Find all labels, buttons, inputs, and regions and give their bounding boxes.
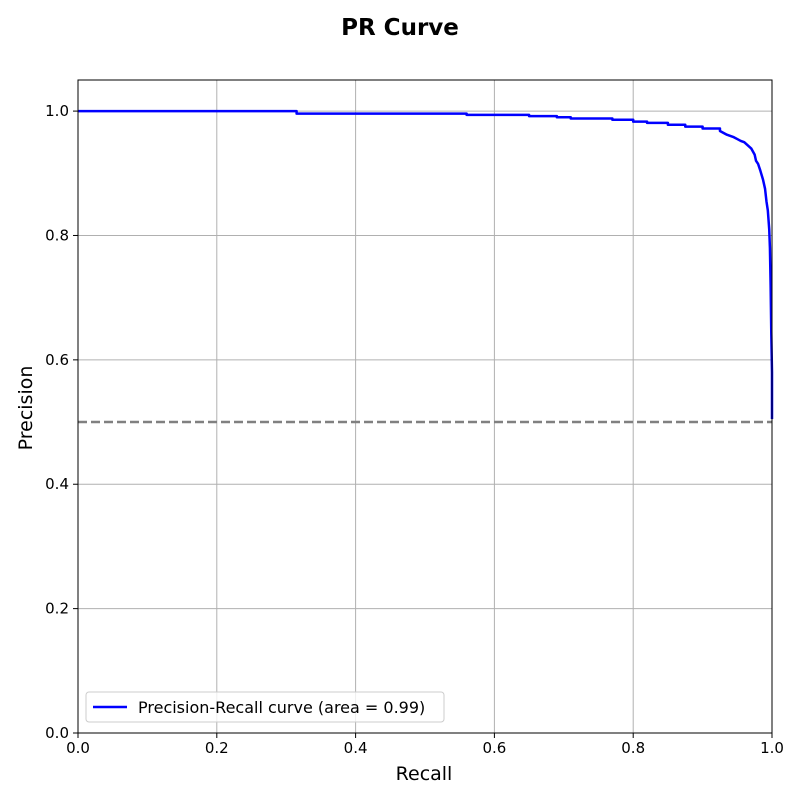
legend-label-pr-curve: Precision-Recall curve (area = 0.99) xyxy=(138,698,425,717)
y-tick-label: 0.8 xyxy=(45,226,69,244)
legend: Precision-Recall curve (area = 0.99) xyxy=(85,691,445,723)
y-tick-label: 1.0 xyxy=(45,102,69,120)
y-tick-label: 0.0 xyxy=(45,724,69,742)
x-axis-label: Recall xyxy=(396,763,453,785)
x-tick-label: 0.8 xyxy=(621,739,645,757)
x-tick-label: 0.2 xyxy=(205,739,229,757)
x-tick-label: 1.0 xyxy=(760,739,784,757)
y-axis-label: Precision xyxy=(15,366,37,451)
grid xyxy=(77,80,773,734)
pr-curve-line xyxy=(78,109,774,419)
x-tick-label: 0.0 xyxy=(66,739,90,757)
y-tick-label: 0.4 xyxy=(45,475,69,493)
chart-title: PR Curve xyxy=(341,15,459,41)
x-tick-label: 0.6 xyxy=(482,739,506,757)
y-tick-label: 0.6 xyxy=(45,351,69,369)
x-tick-label: 0.4 xyxy=(344,739,368,757)
ticks: 0.0 0.2 0.4 0.6 0.8 1.0 0.0 0.2 0.4 0.6 0.8 1.0 xyxy=(45,102,784,757)
legend-box xyxy=(85,691,445,723)
plot-frame xyxy=(77,79,773,734)
series-group xyxy=(78,109,774,424)
y-tick-label: 0.2 xyxy=(45,600,69,618)
